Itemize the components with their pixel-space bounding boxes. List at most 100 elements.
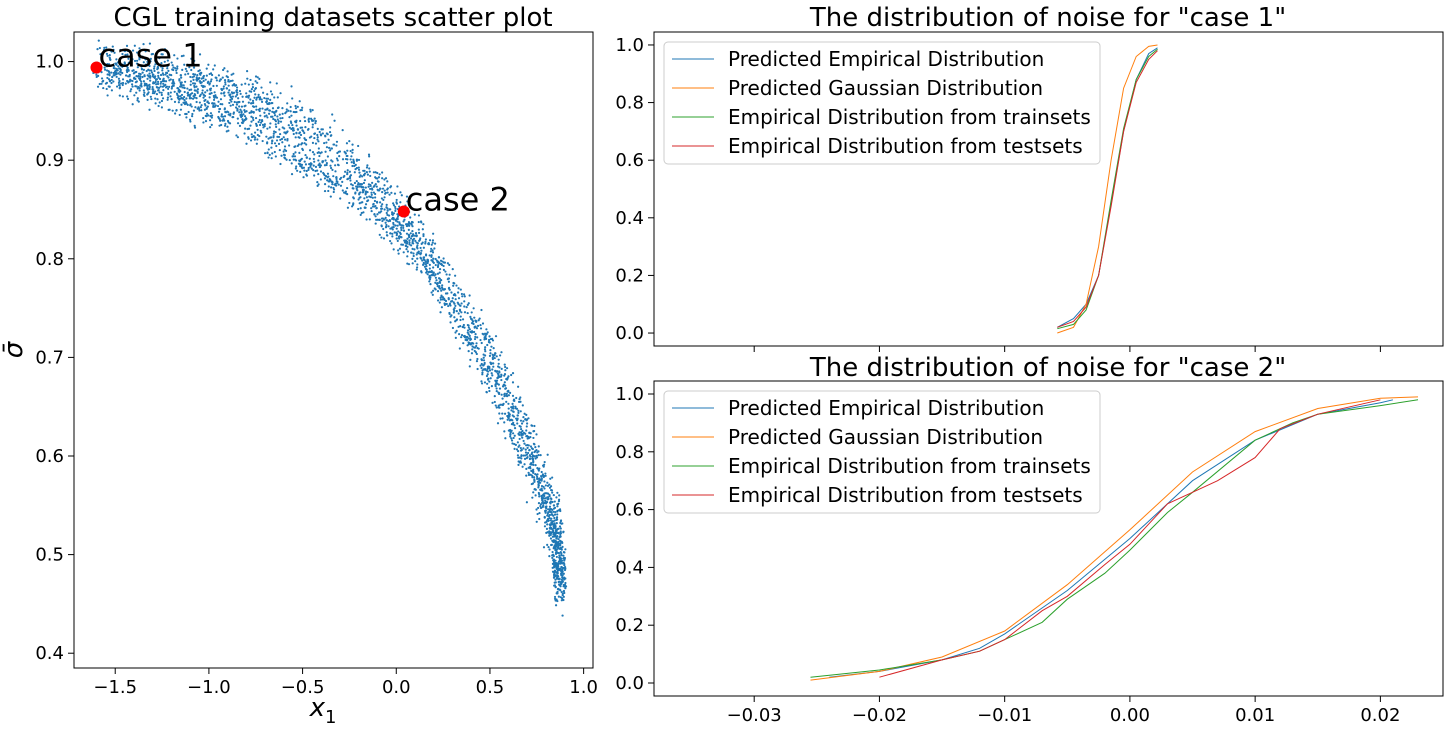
scatter-point (316, 138, 319, 141)
scatter-point (212, 68, 215, 71)
scatter-point (498, 371, 501, 374)
scatter-point (506, 418, 509, 421)
scatter-point (348, 175, 352, 178)
scatter-point (328, 178, 331, 181)
scatter-point (350, 155, 353, 158)
scatter-point (528, 465, 532, 469)
scatter-point (218, 117, 221, 121)
scatter-point (351, 184, 354, 187)
scatter-point (303, 131, 306, 135)
scatter-point (494, 370, 497, 373)
scatter-point (512, 436, 515, 440)
scatter-point (274, 120, 278, 123)
scatter-point (303, 169, 306, 172)
scatter-point (201, 89, 204, 92)
scatter-point (196, 74, 199, 77)
scatter-point (486, 343, 489, 347)
scatter-point (191, 82, 195, 85)
scatter-point (211, 114, 214, 117)
scatter-point (420, 257, 423, 260)
scatter-xlabel: x1 (309, 693, 337, 728)
scatter-point (199, 81, 202, 85)
case1-legend: Predicted Empirical DistributionPredicte… (663, 41, 1101, 165)
scatter-point (394, 207, 397, 210)
scatter-point (107, 78, 111, 81)
scatter-point (480, 341, 483, 345)
scatter-point (357, 207, 360, 211)
scatter-point (388, 193, 391, 196)
scatter-point (195, 97, 198, 100)
scatter-point (475, 344, 478, 348)
scatter-point (479, 323, 482, 327)
scatter-point (253, 89, 256, 93)
scatter-point (562, 577, 565, 580)
scatter-point (488, 380, 491, 383)
scatter-point (507, 375, 510, 378)
scatter-point (363, 174, 366, 177)
scatter-point (550, 517, 553, 520)
scatter-point (530, 452, 533, 456)
scatter-point (397, 252, 400, 255)
scatter-point (169, 78, 172, 81)
scatter-point (140, 65, 143, 68)
scatter-point (540, 479, 543, 482)
scatter-point (327, 180, 330, 183)
scatter-point (426, 273, 429, 276)
scatter-point (255, 124, 258, 127)
scatter-point (329, 195, 332, 198)
scatter-point (273, 114, 277, 117)
scatter-point (522, 454, 525, 457)
scatter-point (546, 523, 549, 526)
scatter-point (405, 223, 408, 226)
scatter-point (533, 479, 536, 482)
scatter-point (463, 300, 466, 303)
scatter-point (436, 272, 440, 275)
scatter-point (408, 239, 411, 242)
scatter-point (476, 336, 479, 339)
scatter-point (559, 530, 562, 533)
scatter-point (119, 64, 122, 67)
scatter-point (286, 102, 289, 105)
scatter-point (501, 412, 504, 415)
scatter-point (424, 260, 427, 264)
scatter-point (167, 87, 170, 91)
scatter-point (559, 527, 562, 530)
scatter-point (434, 263, 437, 267)
scatter-point (167, 93, 170, 96)
scatter-point (283, 138, 287, 141)
scatter-point (313, 132, 317, 135)
scatter-point (516, 454, 520, 457)
scatter-point (160, 80, 163, 83)
scatter-point (493, 400, 496, 404)
scatter-point (480, 366, 483, 370)
scatter-point (374, 192, 377, 196)
scatter-point (488, 335, 491, 338)
scatter-point (493, 356, 496, 360)
scatter-point (98, 46, 101, 50)
scatter-point (518, 437, 521, 441)
scatter-point (406, 250, 410, 253)
scatter-point (293, 111, 297, 114)
scatter-point (446, 262, 449, 265)
scatter-point (175, 109, 178, 112)
scatter-point (531, 455, 534, 458)
scatter-point (376, 177, 379, 180)
scatter-point (180, 76, 183, 79)
scatter-point (489, 352, 492, 355)
scatter-point (268, 153, 271, 156)
scatter-point (169, 95, 172, 98)
scatter-point (429, 283, 432, 286)
scatter-point (546, 481, 549, 484)
scatter-point (494, 404, 497, 407)
scatter-point (510, 437, 513, 440)
scatter-point (323, 164, 327, 167)
scatter-point (189, 75, 192, 79)
scatter-point (284, 157, 287, 160)
scatter-point (532, 460, 535, 463)
scatter-point (227, 129, 230, 132)
scatter-point (445, 273, 448, 276)
scatter-point (492, 362, 495, 365)
scatter-point (228, 101, 231, 105)
scatter-point (195, 100, 198, 104)
case2-x-tick-label: 0.01 (1235, 705, 1275, 726)
